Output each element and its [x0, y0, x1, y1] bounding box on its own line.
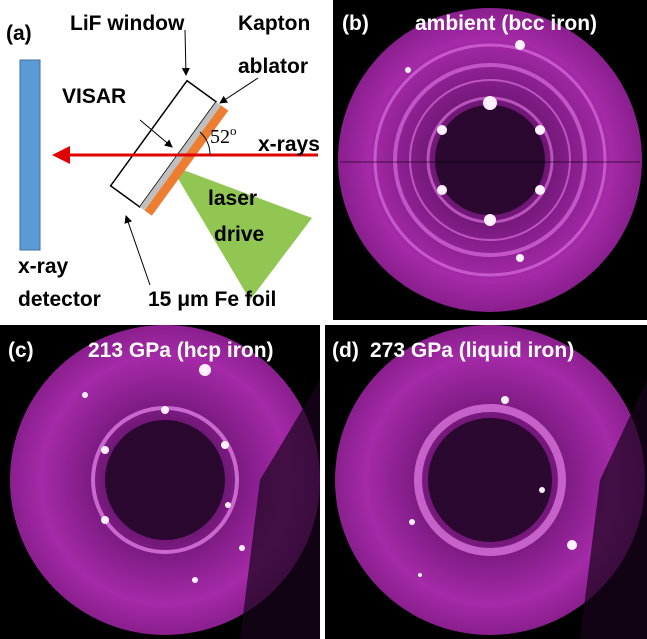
angle-unit: o	[230, 123, 237, 138]
panel-label: (d)	[332, 339, 359, 362]
panel-label: (b)	[342, 12, 369, 35]
schematic-panel: (a) LiF window Kapton ablator VISAR 52o …	[6, 12, 320, 311]
arrow	[220, 78, 258, 103]
label: x-rays	[258, 133, 320, 156]
label: drive	[214, 223, 264, 246]
panel-label: (a)	[6, 22, 32, 45]
label: detector	[18, 288, 101, 311]
caption: 273 GPa (liquid iron)	[370, 339, 574, 362]
caption: 213 GPa (hcp iron)	[88, 339, 274, 362]
angle-value: 52	[210, 126, 230, 148]
figure: (a) LiF window Kapton ablator VISAR 52o …	[0, 0, 647, 639]
label: x-ray	[18, 255, 69, 278]
label: LiF window	[70, 12, 185, 35]
caption: ambient (bcc iron)	[415, 12, 597, 35]
label: laser	[208, 187, 257, 210]
label: ablator	[238, 55, 308, 78]
diffraction-panel: (d) 273 GPa (liquid iron)	[325, 325, 647, 639]
angle: 52o	[210, 123, 237, 148]
detector	[20, 60, 40, 250]
diffraction-panel: (b) ambient (bcc iron)	[333, 0, 647, 320]
label: Kapton	[238, 12, 310, 35]
label: 15 μm Fe foil	[148, 288, 276, 311]
panel-label: (c)	[8, 339, 34, 362]
arrow	[126, 216, 150, 285]
label: VISAR	[62, 85, 126, 108]
diffraction-panel: (c) 213 GPa (hcp iron)	[0, 325, 320, 639]
arrow	[185, 30, 186, 75]
